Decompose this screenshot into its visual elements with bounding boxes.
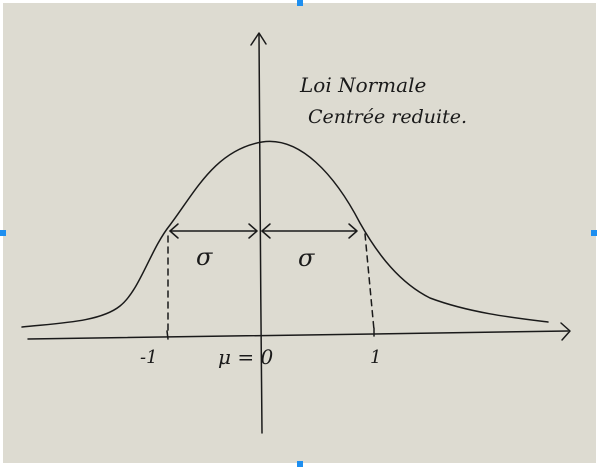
sigma-label-left: σ: [196, 243, 213, 271]
sigma-arrow-left-head-b: [248, 223, 258, 239]
x-axis-arrowhead: [560, 322, 571, 341]
tick-minus-one: [166, 330, 169, 340]
x-axis: [27, 330, 569, 340]
tick-label-minus-one: -1: [140, 347, 158, 368]
resize-handle-left[interactable]: [0, 230, 6, 236]
sigma-arrow-right-head-a: [261, 223, 271, 239]
bell-curve: [21, 140, 549, 328]
whiteboard-image[interactable]: Loi Normale Centrée reduite. σ σ -1 1 μ …: [3, 3, 596, 463]
normal-distribution-sketch: Loi Normale Centrée reduite. σ σ -1 1 μ …: [21, 32, 571, 434]
sigma-arrow-left-head-a: [169, 223, 179, 239]
title-line-1: Loi Normale: [299, 73, 426, 97]
sigma-label-right: σ: [298, 244, 315, 272]
tick-label-one: 1: [370, 347, 381, 368]
title-line-2: Centrée reduite.: [308, 106, 467, 128]
dashed-line-one: [364, 233, 375, 331]
mean-label: μ = 0: [218, 345, 273, 369]
y-axis: [258, 34, 263, 434]
sigma-arrow-right-head-b: [348, 223, 358, 239]
resize-handle-right[interactable]: [591, 230, 597, 236]
resize-handle-top[interactable]: [297, 0, 303, 6]
resize-handle-bottom[interactable]: [297, 461, 303, 467]
y-axis-arrowhead: [250, 32, 267, 46]
